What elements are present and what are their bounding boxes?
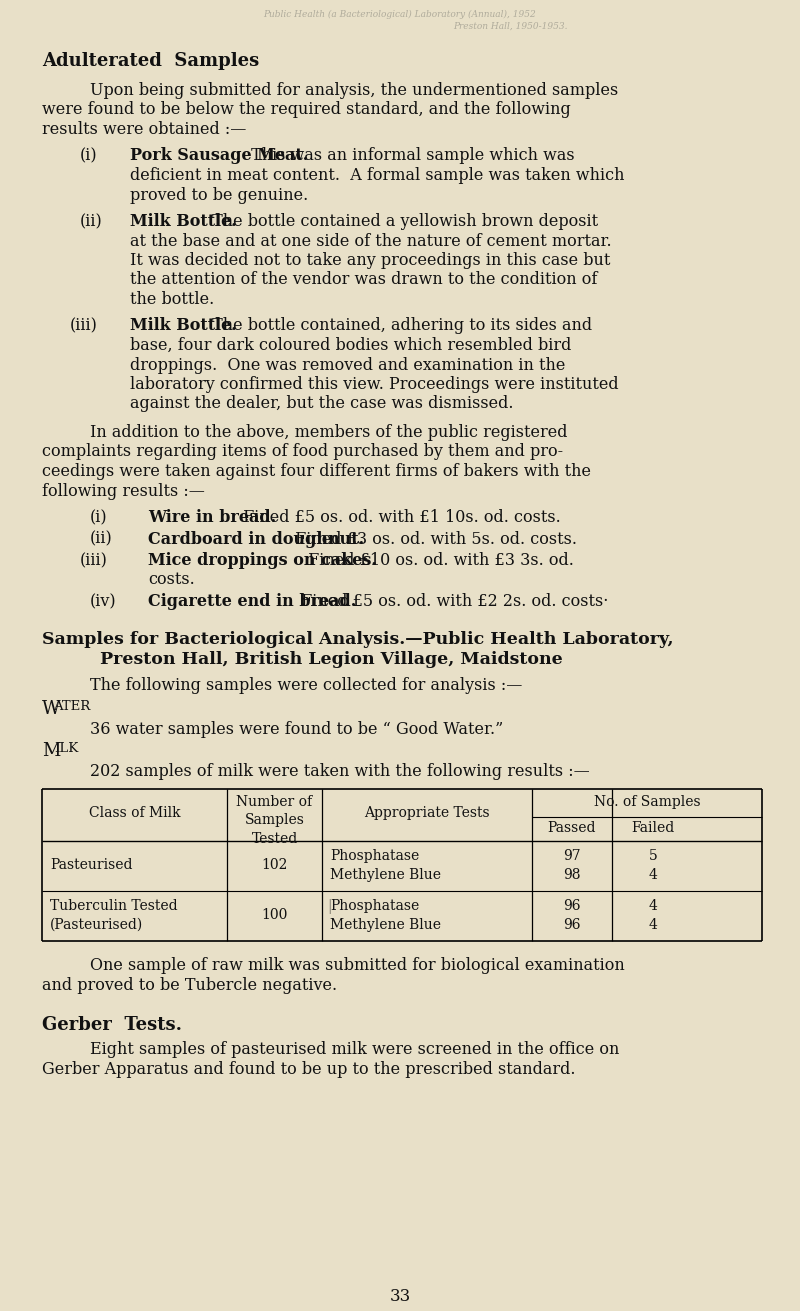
Text: Milk Bottle.: Milk Bottle. bbox=[130, 317, 237, 334]
Text: Fined £3 os. od. with 5s. od. costs.: Fined £3 os. od. with 5s. od. costs. bbox=[290, 531, 577, 548]
Text: (i): (i) bbox=[80, 148, 98, 164]
Text: M: M bbox=[42, 742, 60, 760]
Text: Gerber  Tests.: Gerber Tests. bbox=[42, 1016, 182, 1034]
Text: Public Health (a Bacteriological) Laboratory (Annual), 1952: Public Health (a Bacteriological) Labora… bbox=[264, 10, 536, 20]
Text: The bottle contained, adhering to its sides and: The bottle contained, adhering to its si… bbox=[207, 317, 593, 334]
Text: proved to be genuine.: proved to be genuine. bbox=[130, 186, 308, 203]
Text: 97: 97 bbox=[563, 850, 581, 863]
Text: Methylene Blue: Methylene Blue bbox=[330, 918, 441, 932]
Text: 96: 96 bbox=[563, 918, 581, 932]
Text: (ii): (ii) bbox=[90, 531, 113, 548]
Text: ATER: ATER bbox=[53, 700, 90, 713]
Text: 96: 96 bbox=[563, 899, 581, 912]
Text: 33: 33 bbox=[390, 1287, 410, 1304]
Text: 4: 4 bbox=[649, 899, 658, 912]
Text: Fined £5 os. od. with £1 10s. od. costs.: Fined £5 os. od. with £1 10s. od. costs. bbox=[238, 509, 561, 526]
Text: Cardboard in doughnut.: Cardboard in doughnut. bbox=[148, 531, 364, 548]
Text: ILK: ILK bbox=[54, 742, 78, 755]
Text: 98: 98 bbox=[563, 868, 581, 882]
Text: ceedings were taken against four different firms of bakers with the: ceedings were taken against four differe… bbox=[42, 463, 591, 480]
Text: Fined £10 os. od. with £3 3s. od.: Fined £10 os. od. with £3 3s. od. bbox=[302, 552, 574, 569]
Text: Tuberculin Tested: Tuberculin Tested bbox=[50, 899, 178, 912]
Text: Mice droppings on cakes.: Mice droppings on cakes. bbox=[148, 552, 377, 569]
Text: Methylene Blue: Methylene Blue bbox=[330, 868, 441, 882]
Text: (iv): (iv) bbox=[90, 593, 117, 610]
Text: (iii): (iii) bbox=[70, 317, 98, 334]
Text: Milk Bottle.: Milk Bottle. bbox=[130, 212, 237, 229]
Text: This was an informal sample which was: This was an informal sample which was bbox=[246, 148, 574, 164]
Text: at the base and at one side of the nature of cement mortar.: at the base and at one side of the natur… bbox=[130, 232, 612, 249]
Text: It was decided not to take any proceedings in this case but: It was decided not to take any proceedin… bbox=[130, 252, 610, 269]
Text: Wire in bread.: Wire in bread. bbox=[148, 509, 276, 526]
Text: against the dealer, but the case was dismissed.: against the dealer, but the case was dis… bbox=[130, 396, 514, 413]
Text: (ii): (ii) bbox=[80, 212, 102, 229]
Text: One sample of raw milk was submitted for biological examination: One sample of raw milk was submitted for… bbox=[90, 957, 625, 974]
Text: (Pasteurised): (Pasteurised) bbox=[50, 918, 143, 932]
Text: Phosphatase: Phosphatase bbox=[330, 850, 419, 863]
Text: Fined £5 os. od. with £2 2s. od. costs·: Fined £5 os. od. with £2 2s. od. costs· bbox=[296, 593, 609, 610]
Text: the bottle.: the bottle. bbox=[130, 291, 214, 308]
Text: The following samples were collected for analysis :—: The following samples were collected for… bbox=[90, 676, 522, 694]
Text: Gerber Apparatus and found to be up to the prescribed standard.: Gerber Apparatus and found to be up to t… bbox=[42, 1061, 575, 1078]
Text: 102: 102 bbox=[262, 857, 288, 872]
Text: Number of
Samples
Tested: Number of Samples Tested bbox=[237, 794, 313, 846]
Text: 202 samples of milk were taken with the following results :—: 202 samples of milk were taken with the … bbox=[90, 763, 590, 780]
Text: Failed: Failed bbox=[631, 821, 674, 835]
Text: 4: 4 bbox=[649, 918, 658, 932]
Text: Eight samples of pasteurised milk were screened in the office on: Eight samples of pasteurised milk were s… bbox=[90, 1041, 619, 1058]
Text: Phosphatase: Phosphatase bbox=[330, 899, 419, 912]
Text: Appropriate Tests: Appropriate Tests bbox=[364, 806, 490, 819]
Text: (iii): (iii) bbox=[80, 552, 108, 569]
Text: 5: 5 bbox=[649, 850, 658, 863]
Text: In addition to the above, members of the public registered: In addition to the above, members of the… bbox=[90, 423, 567, 440]
Text: The bottle contained a yellowish brown deposit: The bottle contained a yellowish brown d… bbox=[207, 212, 598, 229]
Text: 36 water samples were found to be “ Good Water.”: 36 water samples were found to be “ Good… bbox=[90, 721, 503, 738]
Text: costs.: costs. bbox=[148, 572, 194, 589]
Text: complaints regarding items of food purchased by them and pro-: complaints regarding items of food purch… bbox=[42, 443, 563, 460]
Text: No. of Samples: No. of Samples bbox=[594, 794, 700, 809]
Text: Samples for Bacteriological Analysis.—Public Health Laboratory,: Samples for Bacteriological Analysis.—Pu… bbox=[42, 631, 674, 648]
Text: droppings.  One was removed and examination in the: droppings. One was removed and examinati… bbox=[130, 357, 566, 374]
Text: following results :—: following results :— bbox=[42, 482, 205, 499]
Text: Pasteurised: Pasteurised bbox=[50, 857, 133, 872]
Text: deficient in meat content.  A formal sample was taken which: deficient in meat content. A formal samp… bbox=[130, 166, 625, 184]
Text: Upon being submitted for analysis, the undermentioned samples: Upon being submitted for analysis, the u… bbox=[90, 83, 618, 100]
Text: Cigarette end in bread.: Cigarette end in bread. bbox=[148, 593, 356, 610]
Text: results were obtained :—: results were obtained :— bbox=[42, 121, 246, 138]
Text: 4: 4 bbox=[649, 868, 658, 882]
Text: W: W bbox=[42, 700, 61, 718]
Text: Class of Milk: Class of Milk bbox=[89, 806, 180, 819]
Text: were found to be below the required standard, and the following: were found to be below the required stan… bbox=[42, 101, 570, 118]
Text: Preston Hall, British Legion Village, Maidstone: Preston Hall, British Legion Village, Ma… bbox=[100, 652, 562, 669]
Text: the attention of the vendor was drawn to the condition of: the attention of the vendor was drawn to… bbox=[130, 271, 598, 288]
Text: Preston Hall, 1950-1953.: Preston Hall, 1950-1953. bbox=[453, 22, 567, 31]
Text: (i): (i) bbox=[90, 509, 108, 526]
Text: Adulterated  Samples: Adulterated Samples bbox=[42, 52, 259, 69]
Text: base, four dark coloured bodies which resembled bird: base, four dark coloured bodies which re… bbox=[130, 337, 571, 354]
Text: Passed: Passed bbox=[548, 821, 596, 835]
Text: |: | bbox=[327, 899, 332, 914]
Text: laboratory confirmed this view. Proceedings were instituted: laboratory confirmed this view. Proceedi… bbox=[130, 376, 618, 393]
Text: 100: 100 bbox=[262, 909, 288, 922]
Text: Pork Sausage Meat.: Pork Sausage Meat. bbox=[130, 148, 308, 164]
Text: and proved to be Tubercle negative.: and proved to be Tubercle negative. bbox=[42, 977, 337, 994]
